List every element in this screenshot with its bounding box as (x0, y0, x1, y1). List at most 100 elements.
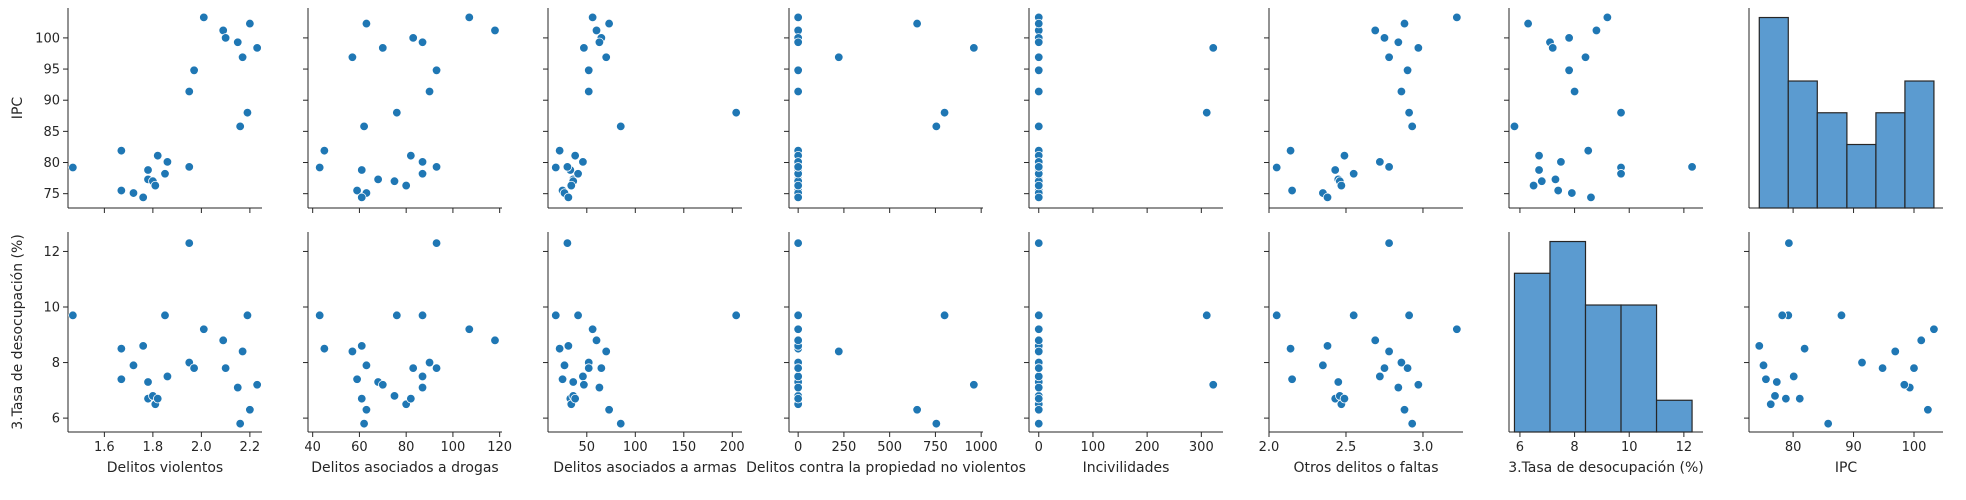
scatter-point (1413, 43, 1424, 53)
scatter-point (793, 335, 803, 346)
scatter-point (1523, 18, 1533, 29)
scatter-point (389, 176, 400, 186)
scatter-point (401, 180, 411, 191)
scatter-point (1452, 12, 1462, 23)
scatter-point (408, 363, 418, 373)
histogram-bar (1904, 80, 1935, 209)
scatter-point (431, 363, 442, 373)
scatter-point (361, 405, 372, 415)
scatter-point (573, 169, 583, 179)
scatter-point (584, 363, 594, 373)
scatter-point (1404, 107, 1414, 118)
scatter-point (584, 86, 594, 97)
scatter-point (1202, 107, 1212, 118)
scatter-point (1384, 238, 1394, 248)
scatter-point (1537, 176, 1547, 186)
x-tick-label: 12 (1676, 440, 1693, 455)
scatter-point (579, 43, 589, 53)
scatter-point (566, 180, 576, 191)
scatter-point (931, 121, 942, 132)
scatter-point (1034, 363, 1044, 373)
scatter-point (1322, 192, 1333, 203)
scatter-point (1034, 86, 1044, 97)
scatter-point (143, 165, 153, 175)
scatter-point (138, 192, 148, 203)
scatter-point (1034, 65, 1044, 76)
scatter-point (834, 346, 844, 357)
scatter-point (1616, 169, 1626, 179)
scatter-point (1556, 157, 1566, 167)
x-tick-label: 250 (831, 440, 856, 455)
scatter-point (1550, 174, 1561, 185)
scatter-point (378, 43, 388, 53)
scatter-point (1770, 391, 1780, 401)
scatter-point (1591, 25, 1602, 36)
scatter-point (587, 12, 598, 23)
scatter-point (793, 393, 803, 404)
scatter-point (1034, 335, 1044, 346)
y-tick-label: 85 (43, 125, 60, 140)
scatter-point (1034, 192, 1044, 203)
scatter-point (1602, 12, 1613, 23)
scatter-point (1836, 310, 1847, 321)
scatter-point (490, 335, 500, 346)
scatter-point (554, 343, 565, 354)
x-tick-label: 6 (1516, 440, 1524, 455)
scatter-point (587, 324, 598, 334)
scatter-point (150, 180, 161, 191)
scatter-point (1336, 180, 1347, 191)
scatter-point (793, 371, 803, 382)
scatter-point (199, 12, 209, 23)
scatter-point (731, 310, 741, 321)
scatter-point (373, 174, 383, 185)
scatter-point (594, 382, 605, 393)
scatter-point (969, 43, 979, 53)
scatter-point (1399, 405, 1410, 415)
scatter-point (1399, 18, 1410, 29)
scatter-point (1396, 86, 1407, 97)
scatter-point (1375, 371, 1385, 382)
scatter-point (1528, 180, 1539, 191)
scatter-point (189, 363, 199, 373)
scatter-point (793, 65, 803, 76)
scatter-point (1333, 377, 1343, 387)
scatter-point (1348, 169, 1359, 179)
scatter-point (68, 310, 78, 321)
scatter-point (245, 405, 255, 415)
scatter-point (969, 380, 979, 390)
scatter-point (490, 25, 500, 36)
scatter-point (1877, 363, 1888, 373)
scatter-point (1370, 335, 1380, 346)
scatter-point (1799, 343, 1810, 354)
scatter-point (162, 371, 173, 382)
x-tick-label: 500 (877, 440, 902, 455)
x-tick-label: 3.0 (1413, 440, 1434, 455)
scatter-point (218, 335, 228, 346)
scatter-point (162, 157, 173, 167)
scatter-point (563, 192, 574, 203)
scatter-point (793, 324, 803, 334)
scatter-point (616, 418, 626, 429)
scatter-point (1034, 121, 1044, 132)
histogram-bar (1513, 272, 1551, 433)
scatter-point (361, 18, 372, 29)
scatter-point (1402, 65, 1413, 76)
scatter-point (237, 346, 248, 357)
scatter-point (1789, 371, 1799, 382)
scatter-point (1766, 399, 1776, 409)
y-axis-label: 3.Tasa de desocupación (%) (10, 234, 26, 430)
scatter-point (1777, 310, 1787, 321)
scatter-point (160, 169, 170, 179)
scatter-point (1393, 382, 1404, 393)
scatter-point (431, 238, 442, 248)
scatter-point (424, 357, 435, 368)
scatter-point (1857, 357, 1867, 368)
y-tick-label: 10 (43, 301, 60, 316)
histogram-bar (1787, 80, 1818, 209)
scatter-point (1407, 418, 1417, 429)
scatter-point (568, 377, 578, 387)
scatter-point (1781, 393, 1791, 404)
scatter-point (563, 341, 574, 351)
scatter-point (1564, 65, 1574, 76)
scatter-point (1687, 162, 1697, 172)
